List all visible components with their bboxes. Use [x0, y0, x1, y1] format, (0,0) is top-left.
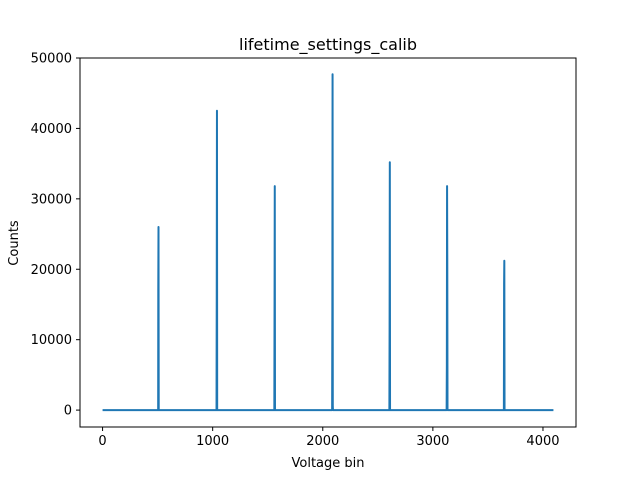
- plot-area: 0 1000 2000 3000 400001000020000300004000050…: [31, 52, 577, 449]
- x-tick-label-3000: 3000: [416, 434, 449, 449]
- x-tick-label-2000: 2000: [306, 434, 339, 449]
- x-tick-label-0: 0: [98, 434, 106, 449]
- y-axis-label: Counts: [7, 220, 22, 266]
- y-tick-label-10000: 10000: [31, 333, 72, 348]
- series-line: [102, 73, 554, 412]
- x-tick-label-4000: 4000: [526, 434, 559, 449]
- x-tick-label-1000: 1000: [196, 434, 229, 449]
- chart-title: lifetime_settings_calib: [239, 35, 417, 55]
- x-axis-label: Voltage bin: [292, 456, 365, 471]
- y-tick-label-50000: 50000: [31, 52, 72, 67]
- y-tick-label-40000: 40000: [31, 122, 72, 137]
- axes-frame: [79, 57, 577, 428]
- y-tick-label-20000: 20000: [31, 263, 72, 278]
- y-tick-label-30000: 30000: [31, 192, 72, 207]
- y-tick-label-0: 0: [64, 404, 72, 419]
